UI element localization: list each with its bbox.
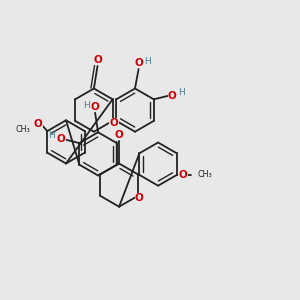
Text: O: O: [93, 55, 102, 65]
Text: O: O: [135, 193, 144, 203]
Text: O: O: [110, 118, 118, 128]
Text: H: H: [48, 131, 55, 140]
Text: O: O: [91, 102, 100, 112]
Text: O: O: [115, 130, 124, 140]
Text: CH₃: CH₃: [16, 125, 31, 134]
Text: O: O: [56, 134, 65, 145]
Text: H: H: [83, 100, 89, 109]
Text: CH₃: CH₃: [197, 170, 212, 179]
Text: O: O: [34, 119, 42, 129]
Text: H: H: [144, 57, 151, 66]
Text: O: O: [168, 91, 177, 101]
Text: O: O: [178, 170, 187, 180]
Text: H: H: [178, 88, 185, 97]
Text: O: O: [134, 58, 143, 68]
